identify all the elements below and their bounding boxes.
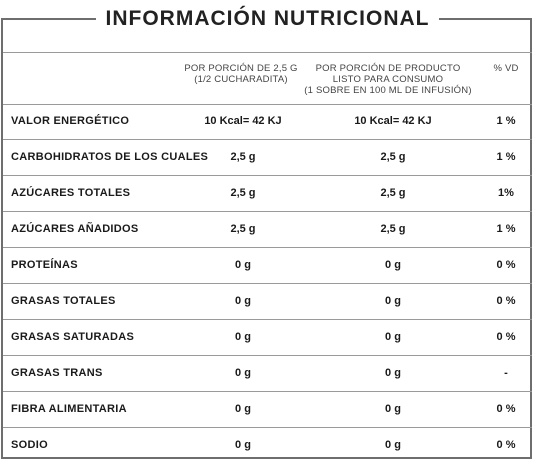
row-name: PROTEÍNAS xyxy=(11,259,78,271)
row-ready-value: 0 g xyxy=(385,439,401,451)
row-ready-value: 0 g xyxy=(385,403,401,415)
row-vd-value: 0 % xyxy=(496,331,516,343)
row-portion-value: 0 g xyxy=(235,367,251,379)
header-per-portion-line-1: POR PORCIÓN DE 2,5 G xyxy=(184,63,298,74)
row-vd-value: 0 % xyxy=(496,295,516,307)
row-vd-value: 1 % xyxy=(496,151,516,163)
header-per-portion-line-2: (1/2 CUCHARADITA) xyxy=(194,74,288,85)
row-name: FIBRA ALIMENTARIA xyxy=(11,403,127,415)
row-portion-value: 2,5 g xyxy=(230,223,256,235)
row-vd-value: 0 % xyxy=(496,403,516,415)
row-name: CARBOHIDRATOS DE LOS CUALES xyxy=(11,151,209,163)
header-per-ready-line-3: (1 SOBRE EN 100 ML DE INFUSIÓN) xyxy=(304,85,472,96)
row-name: GRASAS SATURADAS xyxy=(11,331,135,343)
row-name: GRASAS TOTALES xyxy=(11,295,116,307)
table-row: PROTEÍNAS 0 g 0 g 0 % xyxy=(3,247,532,284)
table-title: INFORMACIÓN NUTRICIONAL xyxy=(0,6,535,32)
row-portion-value: 0 g xyxy=(235,439,251,451)
row-portion-value: 0 g xyxy=(235,295,251,307)
row-ready-value: 2,5 g xyxy=(380,223,406,235)
header-vd: % VD xyxy=(493,63,519,74)
row-vd-value: 1 % xyxy=(496,115,516,127)
table-row: AZÚCARES AÑADIDOS 2,5 g 2,5 g 1 % xyxy=(3,211,532,248)
table-row: FIBRA ALIMENTARIA 0 g 0 g 0 % xyxy=(3,391,532,428)
table-title-text: INFORMACIÓN NUTRICIONAL xyxy=(95,7,440,30)
row-portion-value: 0 g xyxy=(235,331,251,343)
row-portion-value: 2,5 g xyxy=(230,151,256,163)
table-row: GRASAS SATURADAS 0 g 0 g 0 % xyxy=(3,319,532,356)
row-ready-value: 2,5 g xyxy=(380,151,406,163)
header-per-portion: POR PORCIÓN DE 2,5 G (1/2 CUCHARADITA) xyxy=(171,63,311,85)
row-portion-value: 2,5 g xyxy=(230,187,256,199)
row-name: SODIO xyxy=(11,439,48,451)
table-row: AZÚCARES TOTALES 2,5 g 2,5 g 1% xyxy=(3,175,532,212)
table-row: SODIO 0 g 0 g 0 % xyxy=(3,427,532,463)
header-per-ready-line-2: LISTO PARA CONSUMO xyxy=(332,74,444,85)
row-name: VALOR ENERGÉTICO xyxy=(11,115,130,127)
row-ready-value: 0 g xyxy=(385,331,401,343)
header-per-ready: POR PORCIÓN DE PRODUCTO LISTO PARA CONSU… xyxy=(303,63,473,96)
row-name: GRASAS TRANS xyxy=(11,367,103,379)
row-ready-value: 10 Kcal= 42 KJ xyxy=(354,115,432,127)
row-vd-value: - xyxy=(504,367,508,379)
row-vd-value: 0 % xyxy=(496,259,516,271)
row-ready-value: 0 g xyxy=(385,259,401,271)
table-row: GRASAS TRANS 0 g 0 g - xyxy=(3,355,532,392)
row-portion-value: 0 g xyxy=(235,259,251,271)
row-vd-value: 1% xyxy=(498,187,514,199)
row-ready-value: 0 g xyxy=(385,295,401,307)
row-portion-value: 10 Kcal= 42 KJ xyxy=(204,115,282,127)
row-ready-value: 0 g xyxy=(385,367,401,379)
row-name: AZÚCARES AÑADIDOS xyxy=(11,223,139,235)
table-row: VALOR ENERGÉTICO 10 Kcal= 42 KJ 10 Kcal=… xyxy=(3,103,532,140)
row-portion-value: 0 g xyxy=(235,403,251,415)
table-row: GRASAS TOTALES 0 g 0 g 0 % xyxy=(3,283,532,320)
row-vd-value: 1 % xyxy=(496,223,516,235)
row-name: AZÚCARES TOTALES xyxy=(11,187,131,199)
row-ready-value: 2,5 g xyxy=(380,187,406,199)
table-row: CARBOHIDRATOS DE LOS CUALES 2,5 g 2,5 g … xyxy=(3,139,532,176)
header-per-ready-line-1: POR PORCIÓN DE PRODUCTO xyxy=(315,63,461,74)
row-vd-value: 0 % xyxy=(496,439,516,451)
header-row: POR PORCIÓN DE 2,5 G (1/2 CUCHARADITA) P… xyxy=(3,52,532,105)
